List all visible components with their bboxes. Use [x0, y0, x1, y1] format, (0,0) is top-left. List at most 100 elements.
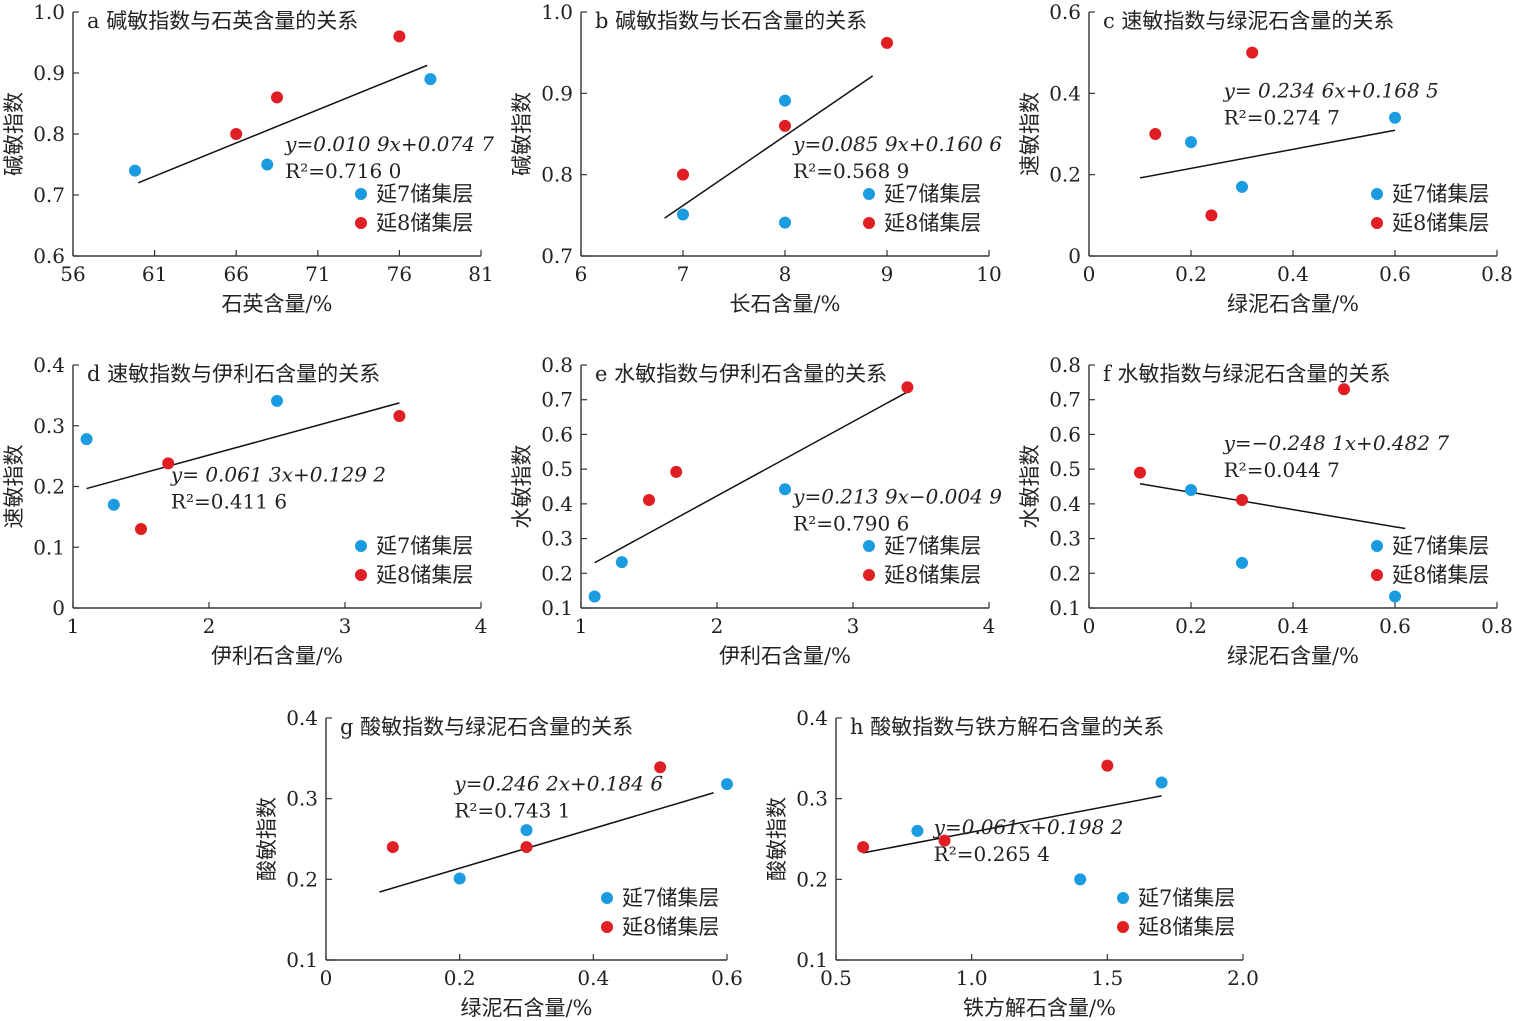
y-tick-label: 0.4 [286, 706, 318, 730]
regression-equation: y=−0.248 1x+0.482 7 [1223, 431, 1450, 455]
panel-f: 0 0.2 0.4 0.6 0.8 0.1 0.2 0.3 0.4 0.5 0.6 0.7 0.8 绿泥石… [1018, 353, 1513, 668]
data-point [393, 30, 406, 43]
legend-label: 延8储集层 [1392, 211, 1489, 235]
panel-title: e 水敏指数与伊利石含量的关系 [595, 362, 887, 386]
data-point [677, 208, 689, 221]
regression-equation: y=0.010 9x+0.074 7 [284, 132, 494, 156]
data-point [588, 590, 601, 603]
regression-equation: y= 0.234 6x+0.168 5 [1223, 78, 1439, 102]
data-point [453, 872, 466, 885]
r-squared: R²=0.716 0 [285, 159, 401, 183]
y-tick-label: 0.2 [796, 867, 828, 891]
y-tick-label: 0.1 [1049, 596, 1081, 620]
data-point [901, 381, 914, 394]
legend-marker [863, 188, 875, 200]
legend-label: 延7储集层 [376, 534, 473, 558]
y-tick-label: 0.8 [33, 122, 65, 146]
regression-equation: y= 0.061 3x+0.129 2 [170, 463, 386, 487]
y-tick-label: 0 [52, 596, 65, 620]
x-tick-label: 1.5 [1091, 966, 1123, 990]
y-axis-title: 碱敏指数 [510, 92, 534, 176]
y-tick-label: 0.2 [33, 475, 65, 499]
y-tick-label: 0.7 [33, 183, 65, 207]
x-tick-label: 1 [67, 614, 80, 638]
legend-label: 延7储集层 [1138, 886, 1235, 910]
data-point [615, 556, 628, 569]
x-axis-title: 绿泥石含量/% [1227, 644, 1359, 668]
data-point [261, 158, 274, 171]
x-tick-label: 8 [779, 262, 792, 286]
r-squared: R²=0.790 6 [793, 512, 909, 536]
y-tick-label: 0.6 [541, 422, 573, 446]
y-axis-title: 酸敏指数 [765, 797, 789, 881]
y-tick-label: 0.8 [541, 353, 573, 377]
legend-marker [355, 540, 367, 552]
r-squared: R²=0.274 7 [1224, 105, 1340, 129]
x-tick-label: 2 [711, 614, 724, 638]
data-point [643, 494, 655, 507]
data-point [1205, 209, 1218, 222]
y-tick-label: 0.3 [286, 787, 318, 811]
x-tick-label: 1 [575, 614, 588, 638]
legend-label: 延7储集层 [884, 534, 981, 558]
y-tick-label: 0.8 [1049, 353, 1081, 377]
y-tick-label: 0.3 [1049, 527, 1081, 551]
data-point [386, 841, 399, 854]
regression-equation: y=0.061x+0.198 2 [933, 815, 1124, 839]
data-point [1155, 776, 1168, 789]
y-tick-label: 1.0 [541, 0, 573, 24]
panel-title: b 碱敏指数与长石含量的关系 [595, 9, 867, 33]
legend-label: 延7储集层 [622, 886, 719, 910]
data-point [271, 91, 283, 104]
y-axis-title: 酸敏指数 [255, 797, 279, 881]
x-tick-label: 0.8 [1481, 614, 1513, 638]
x-tick-label: 0.6 [711, 966, 743, 990]
regression-line [86, 402, 400, 490]
x-tick-label: 10 [976, 262, 1001, 286]
panel-title: d 速敏指数与伊利石含量的关系 [87, 362, 380, 386]
x-tick-label: 56 [60, 262, 85, 286]
data-point [129, 164, 142, 177]
data-point [271, 394, 283, 407]
legend-label: 延7储集层 [376, 182, 473, 206]
y-tick-label: 0.6 [1049, 422, 1081, 446]
panel-a: 56 61 66 71 76 81 0.6 0.7 0.8 0.9 1.0 石英含量/% 碱敏指数 a 碱… [2, 0, 494, 316]
y-tick-label: 0.6 [33, 244, 65, 268]
r-squared: R²=0.411 6 [171, 490, 287, 514]
r-squared: R²=0.044 7 [1224, 458, 1340, 482]
legend-label: 延8储集层 [376, 563, 473, 587]
data-point [911, 824, 924, 837]
x-tick-label: 2 [203, 614, 216, 638]
legend-marker [1371, 188, 1383, 200]
legend-marker [601, 921, 613, 933]
data-point [1149, 128, 1162, 140]
data-point [779, 119, 791, 132]
y-tick-label: 0.3 [541, 527, 573, 551]
panel-title: c 速敏指数与绿泥石含量的关系 [1103, 9, 1394, 33]
data-point [938, 834, 951, 847]
x-tick-label: 0.2 [444, 966, 476, 990]
y-tick-label: 0.6 [1049, 0, 1081, 24]
regression-equation: y=0.085 9x+0.160 6 [792, 132, 1002, 156]
legend-label: 延8储集层 [1138, 915, 1235, 939]
y-tick-label: 0.5 [1049, 457, 1081, 481]
y-tick-label: 0.5 [541, 457, 573, 481]
legend-label: 延7储集层 [1392, 182, 1489, 206]
data-point [1246, 46, 1259, 59]
data-point [230, 128, 243, 140]
data-point [1074, 873, 1087, 886]
x-tick-label: 4 [475, 614, 488, 638]
x-tick-label: 4 [983, 614, 996, 638]
y-tick-label: 0.2 [541, 561, 573, 585]
data-point [677, 168, 689, 181]
y-tick-label: 0.4 [33, 353, 65, 377]
data-point [1134, 466, 1146, 479]
panel-title: h 酸敏指数与铁方解石含量的关系 [850, 715, 1164, 739]
x-axis-title: 伊利石含量/% [211, 644, 343, 668]
data-point [779, 94, 791, 107]
x-axis-title: 绿泥石含量/% [1227, 292, 1359, 316]
x-tick-label: 0.6 [1379, 614, 1411, 638]
x-tick-label: 0.4 [1277, 614, 1309, 638]
y-tick-label: 0.1 [33, 535, 65, 559]
